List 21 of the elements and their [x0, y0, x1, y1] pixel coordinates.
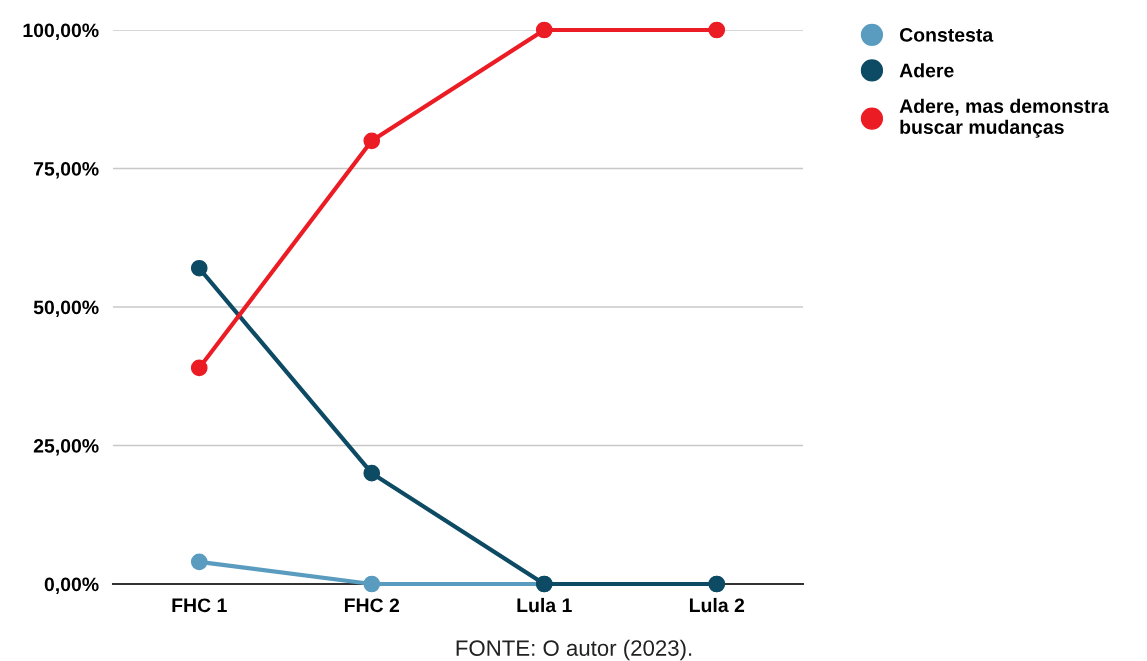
point [190, 553, 208, 571]
point [708, 21, 726, 39]
point [363, 132, 381, 150]
y-tick-label: 0,00% [44, 577, 99, 595]
legend-label: Constesta [899, 28, 994, 42]
y-tick-label: 100,00% [23, 23, 99, 41]
x-tick-label: Lula 1 [517, 597, 572, 613]
x-tick-label: FHC 1 [172, 598, 227, 613]
legend-label: Adere [899, 63, 954, 78]
x-tick-label: FHC 2 [344, 598, 400, 613]
point [190, 359, 208, 377]
point [363, 575, 381, 593]
legend-label: Adere, mas demonstra buscar mudanças [899, 98, 1109, 138]
point [535, 21, 553, 39]
x-tick-label: Lula 2 [689, 597, 745, 613]
y-tick-label: 50,00% [33, 300, 99, 318]
point [190, 259, 208, 277]
source-note: FONTE: O autor (2023). [456, 639, 692, 661]
y-tick-label: 25,00% [33, 438, 99, 456]
y-tick-label: 75,00% [34, 161, 99, 179]
point [363, 464, 381, 482]
